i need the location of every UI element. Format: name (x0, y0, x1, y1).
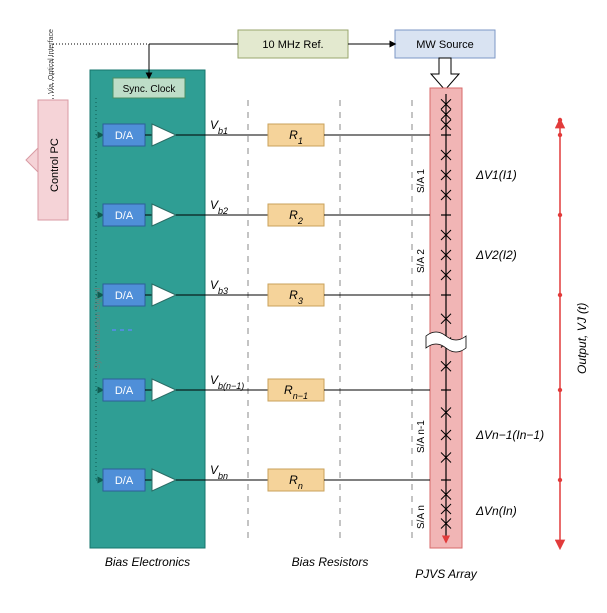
da-label-0: D/A (115, 130, 134, 142)
sa-label-0: S/A 1 (416, 169, 427, 193)
dv-label-4: ΔVn(In) (475, 504, 517, 518)
control-pc-arrow-icon (26, 148, 38, 172)
vb-label-2: Vb3 (210, 278, 228, 296)
da-label-4: D/A (115, 475, 134, 487)
vb-label-3: Vb(n−1) (210, 373, 244, 391)
dv-label-3: ΔVn−1(In−1) (475, 428, 544, 442)
sa-label-1: S/A 2 (416, 249, 427, 273)
pjvs-array-label: PJVS Array (415, 567, 478, 581)
vb-label-1: Vb2 (210, 198, 228, 216)
control-pc-label: Control PC (49, 138, 61, 192)
dv-label-1: ΔV2(I2) (475, 248, 517, 262)
output-label: Output, VJ (t) (575, 303, 589, 374)
bias-electronics-label: Bias Electronics (105, 555, 190, 569)
sa-label-3: S/A n-1 (416, 420, 427, 453)
da-label-3: D/A (115, 385, 134, 397)
via-optical-label: Via. Optical Interface (48, 29, 55, 94)
mw-down-arrow-icon (431, 58, 459, 90)
bias-resistors-label: Bias Resistors (292, 555, 369, 569)
vb-label-0: Vb1 (210, 118, 228, 136)
mw-source-label: MW Source (416, 39, 473, 51)
output-node-top (558, 118, 562, 122)
sync-signal-label: Synchronization Signal (93, 287, 102, 369)
ref-label: 10 MHz Ref. (262, 39, 323, 51)
da-label-1: D/A (115, 210, 134, 222)
da-label-2: D/A (115, 290, 134, 302)
sync-clock-label: Sync. Clock (123, 84, 177, 95)
vb-label-4: Vbn (210, 463, 228, 481)
sa-label-4: S/A n (416, 505, 427, 529)
dv-label-0: ΔV1(I1) (475, 168, 517, 182)
